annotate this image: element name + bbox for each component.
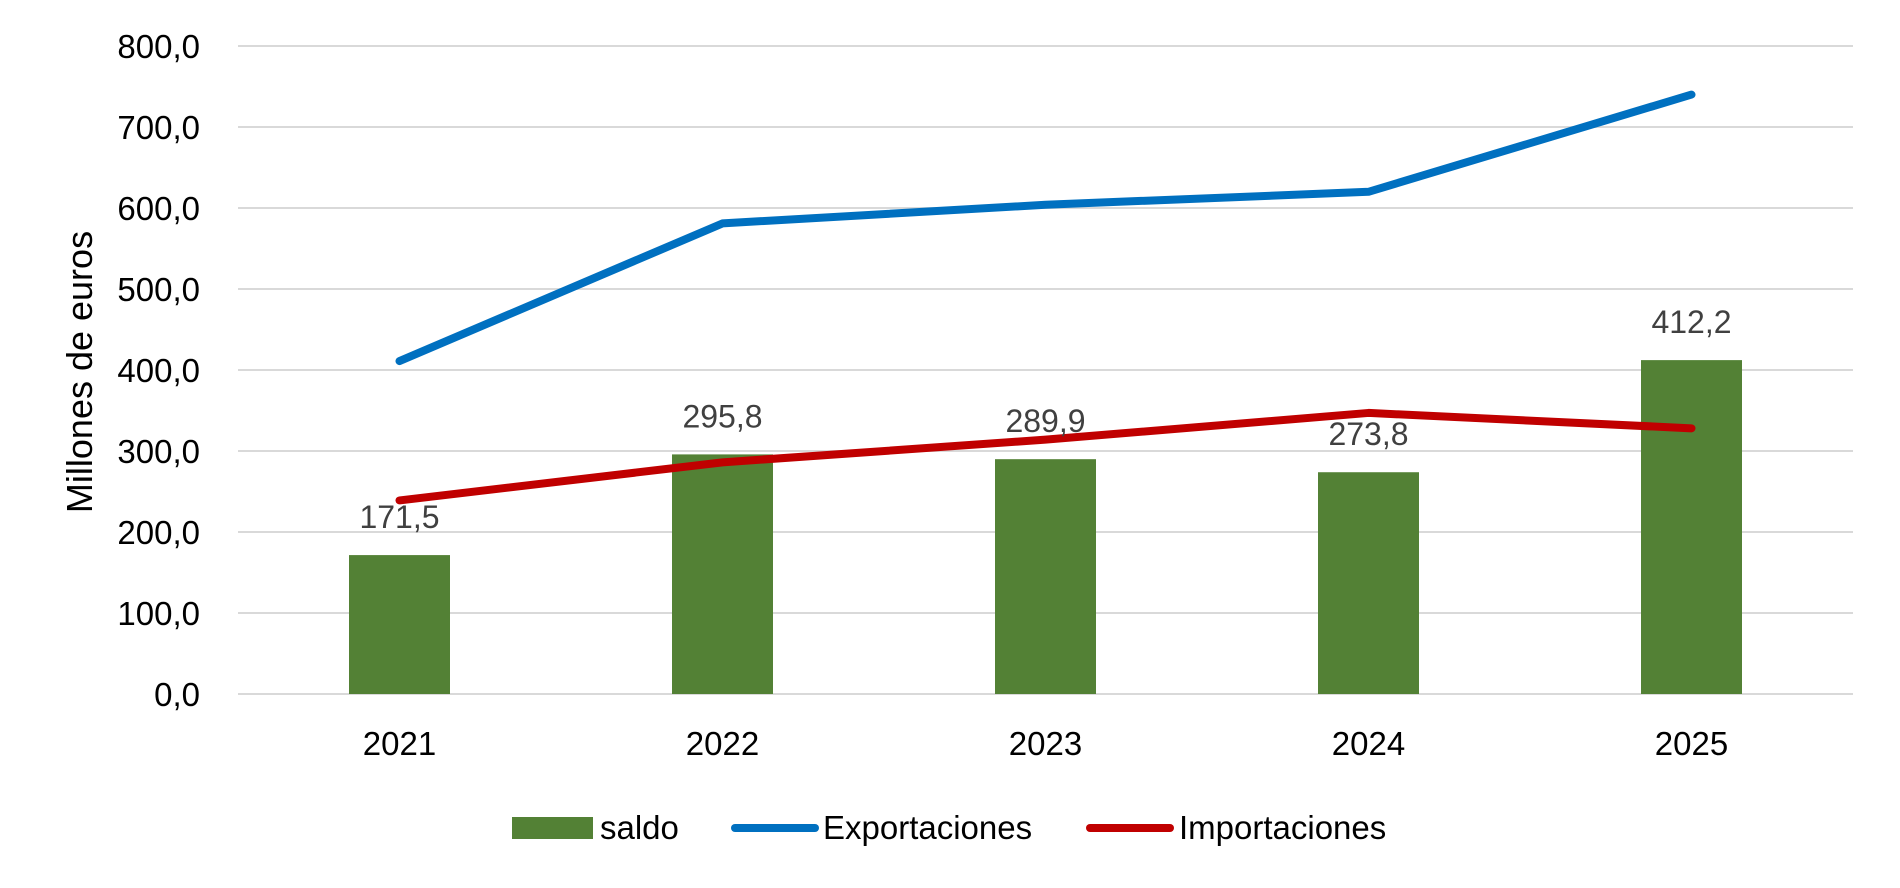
- legend-label-importaciones: Importaciones: [1179, 809, 1386, 846]
- y-tick-label: 800,0: [117, 28, 200, 65]
- y-tick-label: 400,0: [117, 352, 200, 389]
- y-axis-title: Millones de euros: [59, 231, 100, 513]
- y-axis-ticks: 0,0 100,0 200,0 300,0 400,0 500,0 600,0 700,0 80…: [117, 28, 200, 713]
- y-tick-label: 0,0: [154, 676, 200, 713]
- bar-saldo: [349, 555, 450, 694]
- legend-swatch-saldo: [512, 817, 593, 839]
- y-tick-label: 500,0: [117, 271, 200, 308]
- bars: [349, 360, 1742, 694]
- data-label-saldo: 171,5: [359, 499, 439, 535]
- x-tick-label: 2025: [1655, 725, 1728, 762]
- data-label-saldo: 273,8: [1328, 416, 1408, 452]
- data-label-saldo: 295,8: [682, 398, 762, 434]
- grid-lines: [238, 45, 1853, 695]
- legend: saldo Exportaciones Importaciones: [512, 809, 1386, 846]
- line-importaciones: [395, 408, 1696, 505]
- x-tick-label: 2022: [686, 725, 759, 762]
- x-tick-label: 2021: [363, 725, 436, 762]
- x-tick-label: 2024: [1332, 725, 1405, 762]
- line-exportaciones: [395, 90, 1696, 366]
- data-labels: 171,5 295,8 289,9 273,8 412,2: [359, 304, 1731, 535]
- data-label-saldo: 412,2: [1651, 304, 1731, 340]
- bar-saldo: [672, 454, 773, 694]
- bar-saldo: [995, 459, 1096, 694]
- y-tick-label: 200,0: [117, 514, 200, 551]
- y-tick-label: 600,0: [117, 190, 200, 227]
- x-tick-label: 2023: [1009, 725, 1082, 762]
- y-tick-label: 100,0: [117, 595, 200, 632]
- data-label-saldo: 289,9: [1005, 403, 1085, 439]
- bar-saldo: [1318, 472, 1419, 694]
- bar-saldo: [1641, 360, 1742, 694]
- series-lines: [395, 90, 1696, 505]
- y-tick-label: 700,0: [117, 109, 200, 146]
- x-axis-ticks: 2021 2022 2023 2024 2025: [363, 725, 1728, 762]
- legend-label-exportaciones: Exportaciones: [823, 809, 1032, 846]
- legend-label-saldo: saldo: [600, 809, 679, 846]
- y-tick-label: 300,0: [117, 433, 200, 470]
